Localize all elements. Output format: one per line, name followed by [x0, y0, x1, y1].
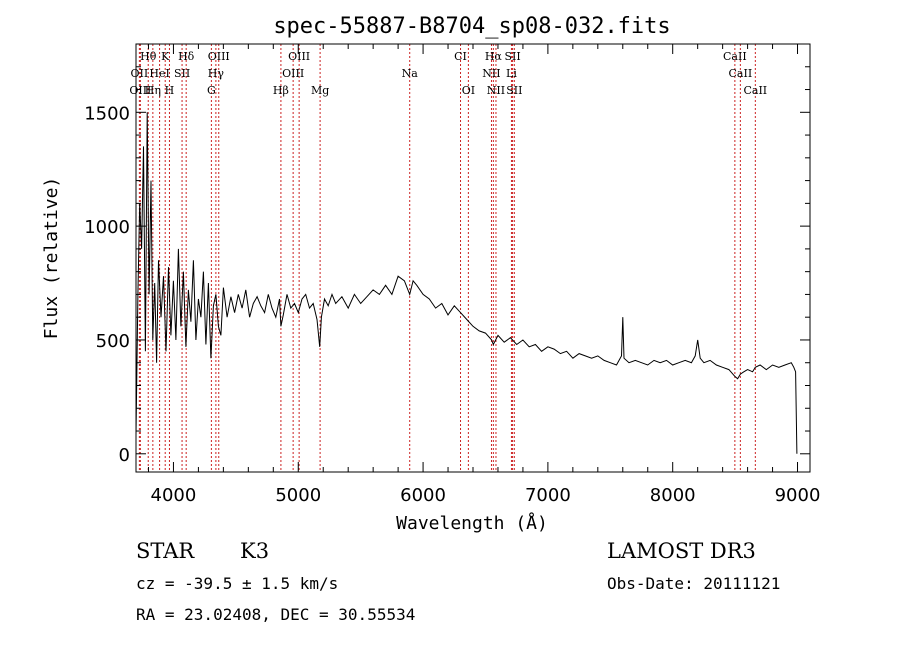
x-axis-label: Wavelength (Å) [396, 512, 548, 534]
line-marker-label: Hα [485, 50, 503, 63]
line-marker-label: Hγ [208, 67, 225, 80]
y-axis-ticks: 0 500 1000 1500 [84, 66, 810, 466]
chart-title: spec-55887-B8704_sp08-032.fits [273, 14, 670, 39]
y-tick-label: 0 [119, 445, 130, 466]
line-marker-label: Na [402, 67, 419, 80]
line-marker-label: SII [174, 67, 190, 80]
line-marker-label: CI [454, 50, 467, 63]
y-axis-label: Flux (relative) [41, 177, 62, 340]
line-markers [138, 44, 756, 472]
y-tick-label: 1000 [84, 217, 130, 238]
x-tick-label: 9000 [775, 485, 821, 506]
line-marker-label: Li [506, 67, 517, 80]
line-marker-label: OIII [129, 84, 151, 97]
line-marker-label: OI [462, 84, 475, 97]
line-marker-label: Mg [311, 84, 329, 97]
line-marker-label: Hδ [178, 50, 195, 63]
line-marker-label: NII [482, 67, 500, 80]
y-tick-label: 1500 [84, 103, 130, 124]
line-marker-label: CaII [729, 67, 753, 80]
redshift-text: cz = -39.5 ± 1.5 km/s [136, 574, 338, 593]
line-marker-label: SII [504, 50, 520, 63]
y-tick-label: 500 [96, 331, 130, 352]
plot-frame [135, 43, 811, 473]
line-marker-label: OIII [282, 67, 304, 80]
obs-date-text: Obs-Date: 20111121 [607, 574, 780, 593]
line-marker-label: OIII [208, 50, 230, 63]
coords-text: RA = 23.02408, DEC = 30.55534 [136, 605, 415, 624]
line-marker-label: K [161, 50, 170, 63]
line-marker-label: Hη [145, 84, 161, 97]
x-tick-label: 5000 [275, 485, 321, 506]
object-subclass: K3 [240, 539, 269, 563]
x-tick-label: 6000 [400, 485, 446, 506]
x-tick-label: 8000 [650, 485, 696, 506]
survey-name: LAMOST DR3 [607, 539, 756, 563]
x-axis-ticks: 4000 5000 6000 7000 8000 9000 [147, 44, 821, 506]
line-marker-label: OIII [288, 50, 310, 63]
x-tick-label: 4000 [151, 485, 197, 506]
line-marker-label: H [165, 84, 175, 97]
line-marker-label: OII [131, 67, 149, 80]
line-marker-label: Hβ [273, 84, 289, 97]
line-marker-label: NII [487, 84, 505, 97]
line-marker-label: SII [506, 84, 522, 97]
x-tick-label: 7000 [525, 485, 571, 506]
line-marker-label: HeI [149, 67, 169, 80]
line-marker-label: CaII [743, 84, 767, 97]
line-marker-label: Hθ [140, 50, 157, 63]
line-marker-label: CaII [723, 50, 747, 63]
object-class: STAR [136, 539, 195, 563]
line-marker-label: G [207, 84, 216, 97]
spectrum-line [135, 112, 798, 454]
